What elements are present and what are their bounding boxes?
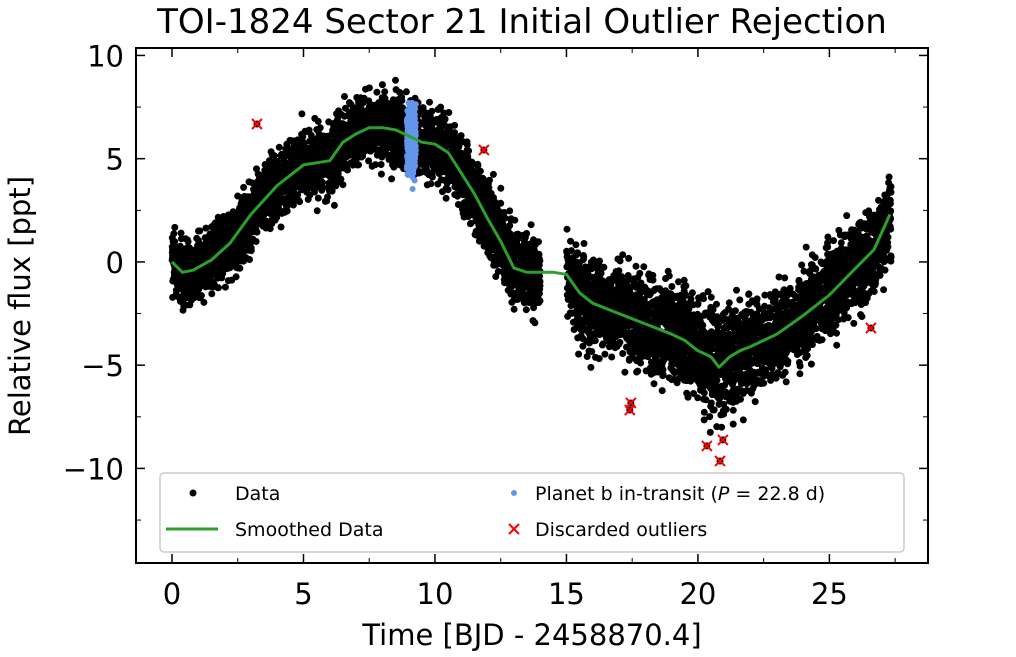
outlier-x-marker xyxy=(865,322,877,334)
outlier-x-marker xyxy=(624,404,636,416)
outlier-x-marker xyxy=(701,440,713,452)
legend-label-smoothed: Smoothed Data xyxy=(235,519,383,541)
smoothed-line-layer xyxy=(170,126,892,369)
y-tick-label: 0 xyxy=(106,246,124,280)
x-axis-label: Time [BJD - 2458870.4] xyxy=(361,618,701,652)
x-tick-label: 10 xyxy=(417,577,454,611)
x-tick-label: 5 xyxy=(294,577,312,611)
plot-area xyxy=(168,76,895,467)
x-tick-label: 0 xyxy=(163,577,181,611)
axes-border xyxy=(135,47,929,564)
y-tick-label: −5 xyxy=(81,349,124,383)
smoothed-data-line xyxy=(170,126,892,369)
x-tick-label: 25 xyxy=(811,577,848,611)
legend: Data Planet b in-transit (P = 22.8 d) Sm… xyxy=(159,472,905,553)
y-tick-label: 10 xyxy=(87,39,124,73)
legend-outlier-x-icon xyxy=(508,523,520,535)
x-tick-label: 20 xyxy=(679,577,716,611)
legend-label-outliers: Discarded outliers xyxy=(535,519,707,541)
data-points xyxy=(168,76,895,436)
outlier-markers-layer xyxy=(251,118,877,467)
x-tick-label: 15 xyxy=(548,577,585,611)
y-tick-label: −10 xyxy=(63,452,124,486)
legend-data-marker-icon xyxy=(189,489,197,497)
transit-points-layer xyxy=(403,99,419,192)
outlier-x-marker xyxy=(714,455,726,467)
legend-label-data: Data xyxy=(235,483,280,505)
outlier-x-marker xyxy=(478,144,490,156)
outlier-x-marker xyxy=(251,118,263,130)
chart-title: TOI-1824 Sector 21 Initial Outlier Rejec… xyxy=(156,2,887,42)
y-axis-label: Relative flux [ppt] xyxy=(3,176,37,436)
axes-frame xyxy=(135,47,929,564)
outlier-x-marker xyxy=(717,434,729,446)
axis-ticks xyxy=(136,48,928,563)
legend-label-transit: Planet b in-transit (P = 22.8 d) xyxy=(535,483,825,505)
legend-box xyxy=(159,472,905,553)
data-points-layer xyxy=(168,76,895,436)
transit-points xyxy=(403,99,419,192)
y-tick-label: 5 xyxy=(106,143,124,177)
legend-transit-marker-icon xyxy=(511,490,517,496)
